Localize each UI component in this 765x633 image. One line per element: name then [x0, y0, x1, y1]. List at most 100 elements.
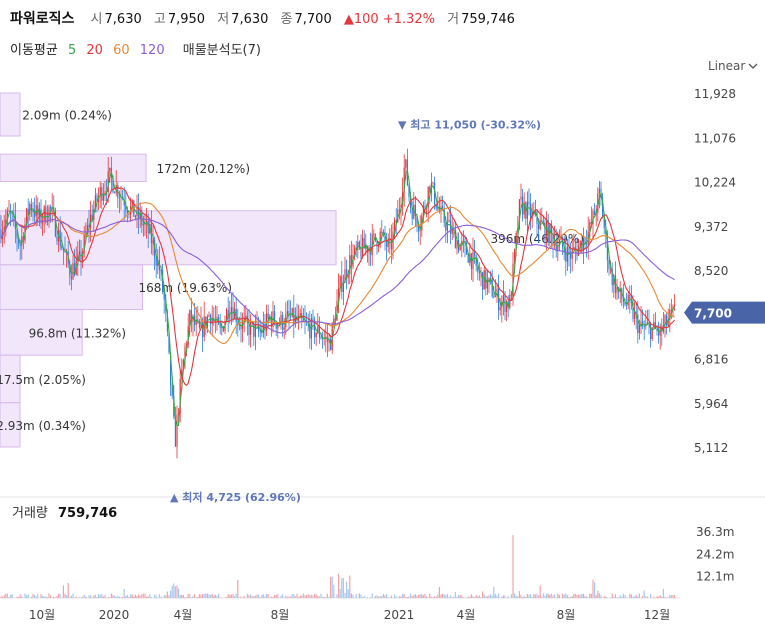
volume-bar [443, 594, 445, 598]
volume-bar [421, 594, 423, 598]
scale-toggle-button[interactable]: Linear [708, 59, 745, 73]
volume-bar [406, 597, 408, 598]
volume-bar [336, 594, 338, 598]
candle-body [62, 248, 64, 251]
volume-bar [176, 585, 178, 598]
volume-bar [370, 597, 372, 598]
open-label: 시 [90, 12, 103, 27]
candle-body [522, 196, 524, 215]
volume-bar [192, 595, 194, 598]
candle-body [429, 186, 431, 193]
volume-bar [526, 594, 528, 598]
candle-body [294, 315, 296, 324]
candle-body [226, 309, 228, 321]
candle-body [86, 224, 88, 234]
candle-body [341, 276, 343, 293]
volume-bar [339, 588, 341, 598]
volume-bar [291, 594, 293, 598]
candle-body [259, 331, 261, 333]
price-summary: 파워로직스 시 7,630 고 7,950 저 7,630 종 7,700 ▲100 +… [10, 8, 523, 28]
volume-bar [352, 594, 354, 598]
volume-bar [26, 595, 28, 598]
candle-body [482, 272, 484, 290]
candle-body [373, 233, 375, 235]
high-value: 7,950 [167, 12, 206, 27]
candle-body [338, 287, 340, 302]
volume-bar [494, 594, 496, 598]
volume-bar [605, 596, 607, 598]
candle-body [563, 247, 565, 253]
candle-body [179, 378, 181, 414]
volume-bar [112, 594, 114, 598]
volume-bar [525, 596, 527, 598]
volume-bar [379, 596, 381, 598]
candle-body [50, 206, 52, 209]
candle-body [435, 204, 437, 209]
volume-bar [482, 591, 484, 598]
candle-body [227, 309, 229, 319]
volume-bar [270, 596, 272, 598]
candle-body [496, 288, 498, 294]
volume-bar [163, 595, 165, 598]
volume-bar [206, 593, 208, 598]
volume-profile-label: 17.5m (2.05%) [0, 373, 86, 387]
volume-bar [173, 583, 175, 598]
volume-bar [502, 595, 504, 598]
candle-body [624, 301, 626, 305]
volume-label: 거 [447, 12, 460, 27]
volume-bar [310, 594, 312, 598]
volume-bar [275, 594, 277, 598]
candle-body [475, 255, 477, 266]
volume-bar [619, 595, 621, 598]
volume-tick-label: 24.2m [696, 547, 734, 561]
volume-bar [467, 596, 469, 598]
candle-body [198, 321, 200, 328]
candle-body [190, 310, 192, 322]
candle-body [155, 257, 157, 266]
volume-bar [603, 596, 605, 598]
volume-bar [645, 596, 647, 598]
volume-bar [550, 593, 552, 598]
volume-bar [18, 596, 20, 598]
candle-body [96, 195, 98, 203]
candle-body [275, 323, 277, 329]
volume-bar [637, 596, 639, 598]
candle-body [309, 324, 311, 339]
candle-body [613, 275, 615, 285]
volume-bar [6, 593, 8, 598]
volume-bar [59, 593, 61, 598]
stock-name[interactable]: 파워로직스 [10, 11, 75, 27]
volume-bar [358, 593, 360, 598]
candle-body [14, 216, 16, 230]
volume-profile-label[interactable]: 매물분석도(7) [182, 43, 261, 58]
candle-body [317, 326, 319, 333]
candle-body [466, 242, 468, 255]
candle-body [270, 316, 272, 327]
volume-bar [322, 597, 324, 598]
volume-bar [333, 584, 335, 598]
volume-bar [154, 594, 156, 598]
change-percent: +1.32% [382, 12, 436, 27]
volume-bar [616, 597, 618, 598]
volume-bar [107, 596, 109, 598]
candle-body [262, 323, 264, 334]
volume-bar [486, 596, 488, 598]
volume-bar [139, 595, 141, 598]
volume-bar [563, 594, 565, 598]
candle-body [451, 227, 453, 234]
volume-bar [574, 593, 576, 598]
volume-bar [214, 594, 216, 598]
indicator-legend: 이동평균 5 20 60 120 매물분석도(7) [10, 39, 261, 58]
candle-body [579, 241, 581, 246]
candle-body [528, 201, 530, 204]
moving-average-label[interactable]: 이동평균 [10, 43, 58, 58]
candle-body [107, 171, 109, 193]
volume-bar [203, 593, 205, 598]
volume-bar [62, 585, 64, 598]
volume-bar [515, 595, 517, 598]
volume-bar [614, 594, 616, 598]
volume-bar [46, 597, 48, 598]
candle-body [432, 182, 434, 184]
candle-body [547, 220, 549, 243]
